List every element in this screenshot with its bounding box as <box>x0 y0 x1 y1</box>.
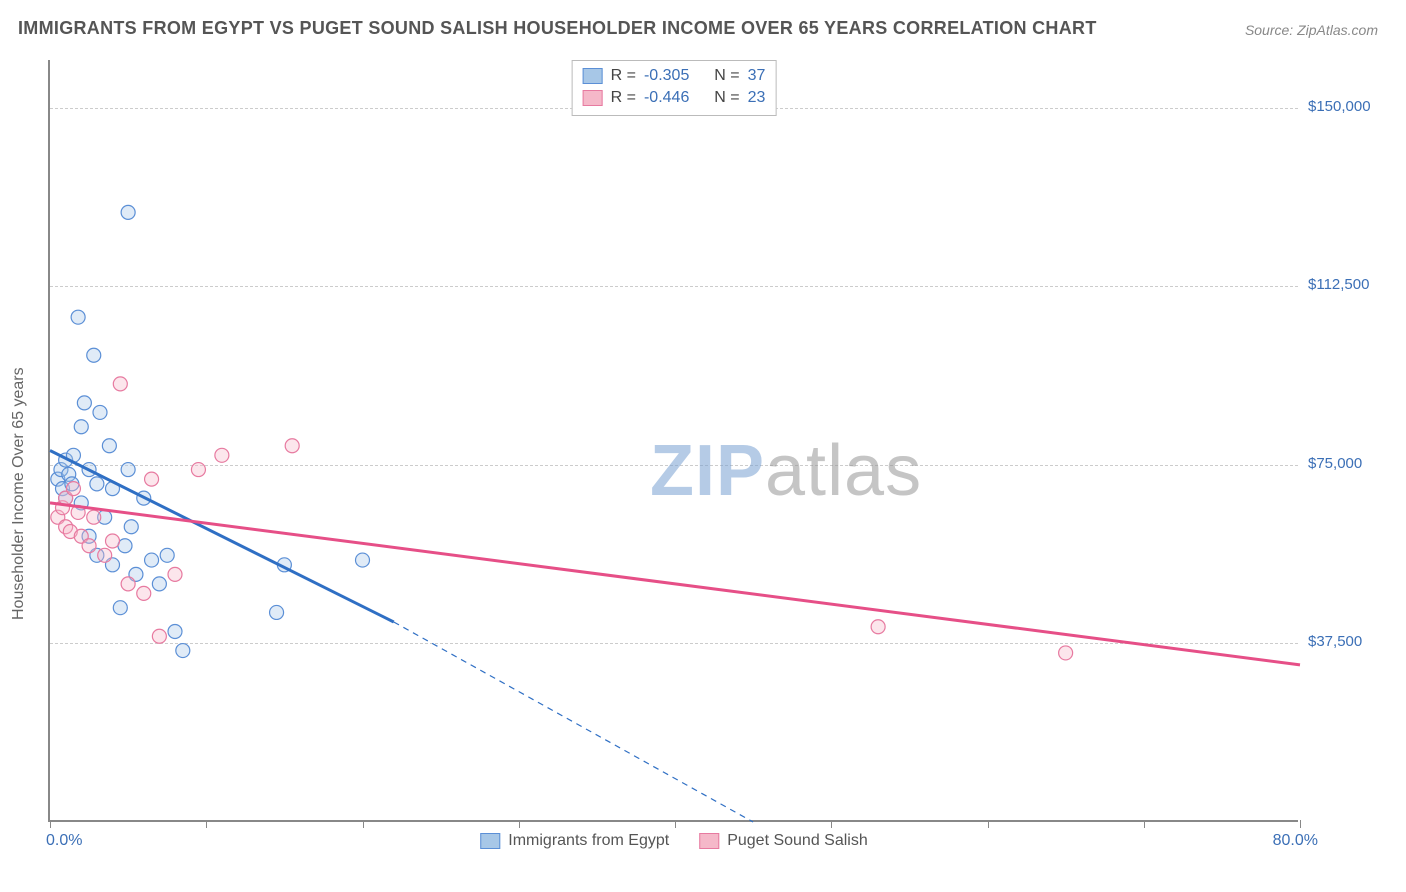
source-name: ZipAtlas.com <box>1297 22 1378 38</box>
chart-container: IMMIGRANTS FROM EGYPT VS PUGET SOUND SAL… <box>0 0 1406 892</box>
data-point-salish <box>168 567 182 581</box>
y-tick-label: $112,500 <box>1308 276 1388 293</box>
data-point-egypt <box>87 348 101 362</box>
data-point-salish <box>66 482 80 496</box>
legend-label-salish: Puget Sound Salish <box>727 832 868 850</box>
data-point-egypt <box>102 439 116 453</box>
data-point-salish <box>152 629 166 643</box>
trend-line-dash-egypt <box>394 622 753 822</box>
data-point-salish <box>145 472 159 486</box>
x-tick <box>675 820 676 828</box>
source-prefix: Source: <box>1245 22 1297 38</box>
data-point-egypt <box>121 205 135 219</box>
x-tick <box>1144 820 1145 828</box>
source-attribution: Source: ZipAtlas.com <box>1245 22 1378 38</box>
y-tick-label: $75,000 <box>1308 455 1388 472</box>
trend-line-salish <box>50 503 1300 665</box>
data-point-egypt <box>168 625 182 639</box>
data-point-egypt <box>74 420 88 434</box>
data-point-egypt <box>71 310 85 324</box>
y-tick-label: $150,000 <box>1308 98 1388 115</box>
legend-swatch-egypt <box>480 833 500 849</box>
data-point-salish <box>871 620 885 634</box>
data-point-egypt <box>152 577 166 591</box>
x-tick <box>831 820 832 828</box>
data-point-salish <box>215 448 229 462</box>
data-point-salish <box>82 539 96 553</box>
chart-title: IMMIGRANTS FROM EGYPT VS PUGET SOUND SAL… <box>18 18 1097 39</box>
data-point-egypt <box>270 605 284 619</box>
data-point-egypt <box>145 553 159 567</box>
data-point-egypt <box>121 463 135 477</box>
data-point-egypt <box>356 553 370 567</box>
data-point-egypt <box>113 601 127 615</box>
data-point-salish <box>121 577 135 591</box>
x-tick <box>988 820 989 828</box>
data-point-salish <box>191 463 205 477</box>
trend-line-egypt <box>50 451 394 622</box>
x-tick <box>206 820 207 828</box>
data-point-salish <box>106 534 120 548</box>
plot-svg <box>50 60 1298 820</box>
data-point-salish <box>113 377 127 391</box>
data-point-egypt <box>176 644 190 658</box>
data-point-salish <box>87 510 101 524</box>
x-tick <box>363 820 364 828</box>
data-point-egypt <box>118 539 132 553</box>
y-tick-label: $37,500 <box>1308 633 1388 650</box>
x-tick <box>50 820 51 828</box>
data-point-salish <box>98 548 112 562</box>
data-point-salish <box>137 586 151 600</box>
legend-swatch-salish <box>699 833 719 849</box>
x-tick <box>519 820 520 828</box>
data-point-salish <box>1059 646 1073 660</box>
data-point-egypt <box>160 548 174 562</box>
legend-label-egypt: Immigrants from Egypt <box>508 832 669 850</box>
x-axis-end-label: 80.0% <box>1273 832 1318 850</box>
legend-item-egypt: Immigrants from Egypt <box>480 832 669 850</box>
x-axis-start-label: 0.0% <box>46 832 82 850</box>
y-axis-label: Householder Income Over 65 years <box>10 367 28 620</box>
data-point-egypt <box>77 396 91 410</box>
plot-area: $37,500$75,000$112,500$150,000 ZIPatlas … <box>48 60 1298 822</box>
x-tick <box>1300 820 1301 828</box>
data-point-egypt <box>90 477 104 491</box>
data-point-egypt <box>124 520 138 534</box>
legend-item-salish: Puget Sound Salish <box>699 832 868 850</box>
data-point-salish <box>285 439 299 453</box>
data-point-egypt <box>93 405 107 419</box>
series-legend: Immigrants from Egypt Puget Sound Salish <box>480 832 867 850</box>
